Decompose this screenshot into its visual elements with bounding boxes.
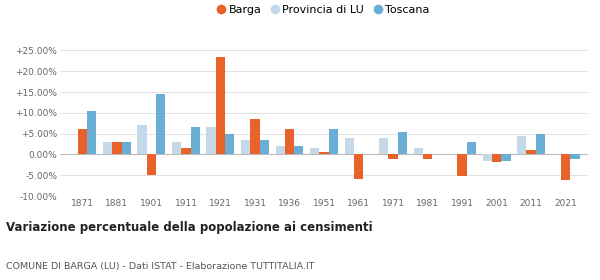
Bar (137, 125, 147, 154)
Bar (172, 142, 181, 154)
Bar (344, 138, 354, 154)
Bar (388, 154, 398, 158)
Bar (517, 136, 526, 154)
Bar (501, 154, 511, 161)
Bar (122, 142, 131, 154)
Bar (467, 142, 476, 154)
Bar (112, 142, 122, 154)
Bar (78, 129, 87, 154)
Bar (103, 142, 112, 154)
Bar (398, 132, 407, 154)
Text: Variazione percentuale della popolazione ai censimenti: Variazione percentuale della popolazione… (6, 221, 373, 234)
Legend: Barga, Provincia di LU, Toscana: Barga, Provincia di LU, Toscana (214, 1, 434, 20)
Bar (354, 154, 363, 179)
Bar (275, 146, 285, 154)
Bar (216, 57, 225, 154)
Bar (492, 154, 501, 162)
Bar (181, 148, 191, 154)
Bar (260, 140, 269, 154)
Bar (87, 111, 97, 154)
Bar (319, 152, 329, 154)
Bar (423, 154, 432, 158)
Bar (482, 154, 492, 161)
Bar (225, 134, 235, 154)
Bar (379, 138, 388, 154)
Bar (536, 134, 545, 154)
Bar (310, 148, 319, 154)
Text: COMUNE DI BARGA (LU) - Dati ISTAT - Elaborazione TUTTITALIA.IT: COMUNE DI BARGA (LU) - Dati ISTAT - Elab… (6, 262, 314, 271)
Bar (570, 154, 580, 158)
Bar (156, 94, 166, 154)
Bar (526, 150, 536, 154)
Bar (250, 119, 260, 154)
Bar (294, 146, 304, 154)
Bar (191, 127, 200, 154)
Bar (413, 148, 423, 154)
Bar (457, 154, 467, 176)
Bar (329, 129, 338, 154)
Bar (206, 127, 216, 154)
Bar (147, 154, 156, 175)
Bar (285, 129, 294, 154)
Bar (241, 140, 250, 154)
Bar (561, 154, 570, 180)
